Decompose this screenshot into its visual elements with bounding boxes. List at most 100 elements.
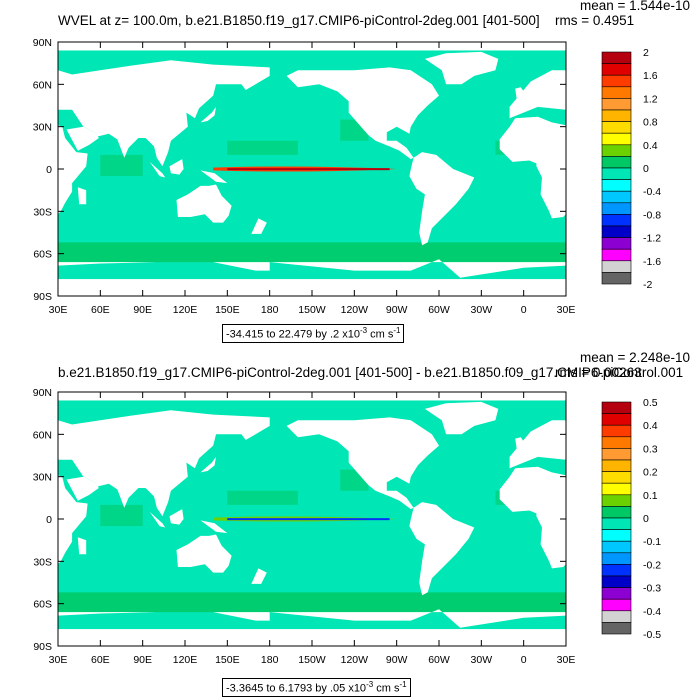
y-tick-label: 90S [33,291,52,303]
x-tick-label: 150E [215,654,240,666]
x-tick-label: 30E [557,654,576,666]
colorbar-label: 0.5 [643,397,658,409]
land-mask [409,502,475,596]
colorbar-label: 1.2 [643,93,658,105]
x-tick-label: 30W [471,304,493,316]
x-tick-label: 90E [133,654,152,666]
colorbar-swatch [601,202,632,215]
colorbar-swatch [601,74,632,88]
x-tick-label: 120W [341,304,369,316]
colorbar-swatch [601,167,632,180]
range-text: -34.415 to 22.479 by .2 x10 [226,328,360,341]
land-mask [58,410,270,517]
x-tick-label: 90E [133,304,152,316]
range-unit-exp: -1 [393,326,401,335]
contour-patch [227,140,298,155]
colorbar-swatch [601,575,632,588]
land-mask [269,259,566,278]
x-tick-label: 60W [428,654,450,666]
land-mask [269,609,566,628]
colorbar-swatch [601,190,632,204]
y-tick-label: 90N [33,387,52,399]
contour-range-top: -34.415 to 22.479 by .2 x10-3 cm s-1 [222,324,405,343]
land-mask [66,476,99,501]
range-text: -3.3645 to 6.1793 by .05 x10 [226,682,367,695]
land-mask [7,87,18,98]
contour-range-bottom: -3.3645 to 6.1793 by .05 x10-3 cm s-1 [222,678,411,697]
y-tick-label: 60N [33,429,52,441]
land-mask [685,535,700,573]
colorbar-swatch [601,459,632,472]
colorbar-swatch [601,552,632,565]
land-mask [58,612,270,646]
y-tick-label: 30N [33,122,52,134]
x-tick-label: 0 [521,654,527,666]
land-mask [685,185,700,223]
southern-ocean-band [58,592,566,613]
y-tick-label: 30S [33,206,52,218]
land-mask [58,262,270,296]
land-mask [200,520,228,534]
x-tick-label: 0 [521,304,527,316]
rms-stat-top: rms = 0.4951 [555,13,635,28]
land-mask [586,537,594,554]
land-mask [149,511,166,528]
land-mask [200,456,216,473]
range-unit-exp: -1 [399,680,407,689]
colorbar-swatch [601,506,632,519]
y-tick-label: 30N [33,472,52,484]
colorbar-swatch [601,564,632,577]
colorbar-label: 2 [643,47,649,59]
land-mask [169,159,184,175]
equatorial-line [227,518,390,521]
colorbar-swatch [601,529,632,542]
colorbar-swatch [601,448,632,461]
x-tick-label: 30E [557,304,576,316]
rms-stat-bottom: rms = 0.00263 [555,365,642,380]
x-tick-label: 90W [386,654,408,666]
land-mask [409,152,475,246]
colorbar-label: 0 [643,163,649,175]
colorbar-label: 0 [643,513,649,525]
contour-patch [227,490,298,505]
x-tick-label: 120W [341,654,369,666]
x-tick-label: 30E [49,304,68,316]
colorbar-swatch [601,540,632,554]
land-mask [424,401,499,435]
colorbar-label: 0.4 [643,420,658,432]
land-mask [678,159,692,175]
colorbar-label: -0.4 [643,606,661,618]
x-tick-label: 150W [298,654,326,666]
land-mask [515,437,527,449]
land-mask [176,534,232,573]
equatorial-line [227,168,390,171]
panel-top: 90N 60N 30N 0 30S 60S 90S 30E 60E 90E 120E 150E 180 1… [7,0,700,343]
land-mask [658,512,674,528]
colorbar-label: -0.8 [643,209,661,221]
x-tick-label: 60W [428,304,450,316]
colorbar-swatch [601,132,632,146]
range-exp: -3 [366,680,374,689]
colorbar-swatch [601,237,632,250]
x-tick-label: 90W [386,304,408,316]
y-tick-label: 60S [33,599,52,611]
y-tick-label: 90S [33,641,52,653]
land-mask [509,420,566,469]
colorbar-swatch [601,610,632,623]
colorbar-swatch [601,482,632,496]
colorbar-swatch [601,144,632,157]
range-exp: -3 [359,326,368,335]
land-mask [251,218,267,234]
land-mask [58,60,270,167]
colorbar-swatch [601,424,632,438]
land-mask [66,126,99,151]
land-mask [77,187,87,205]
colorbar-label: -0.1 [643,536,661,548]
colorbar-swatch [601,248,632,262]
land-mask [499,466,566,569]
land-mask [286,67,439,160]
land-mask [586,187,594,204]
y-tick-label: 60N [33,79,52,91]
land-mask [58,125,88,215]
